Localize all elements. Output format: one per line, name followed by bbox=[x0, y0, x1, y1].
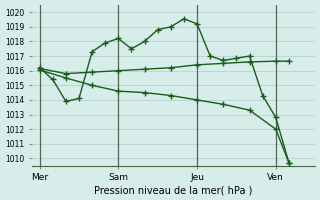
X-axis label: Pression niveau de la mer( hPa ): Pression niveau de la mer( hPa ) bbox=[94, 185, 252, 195]
